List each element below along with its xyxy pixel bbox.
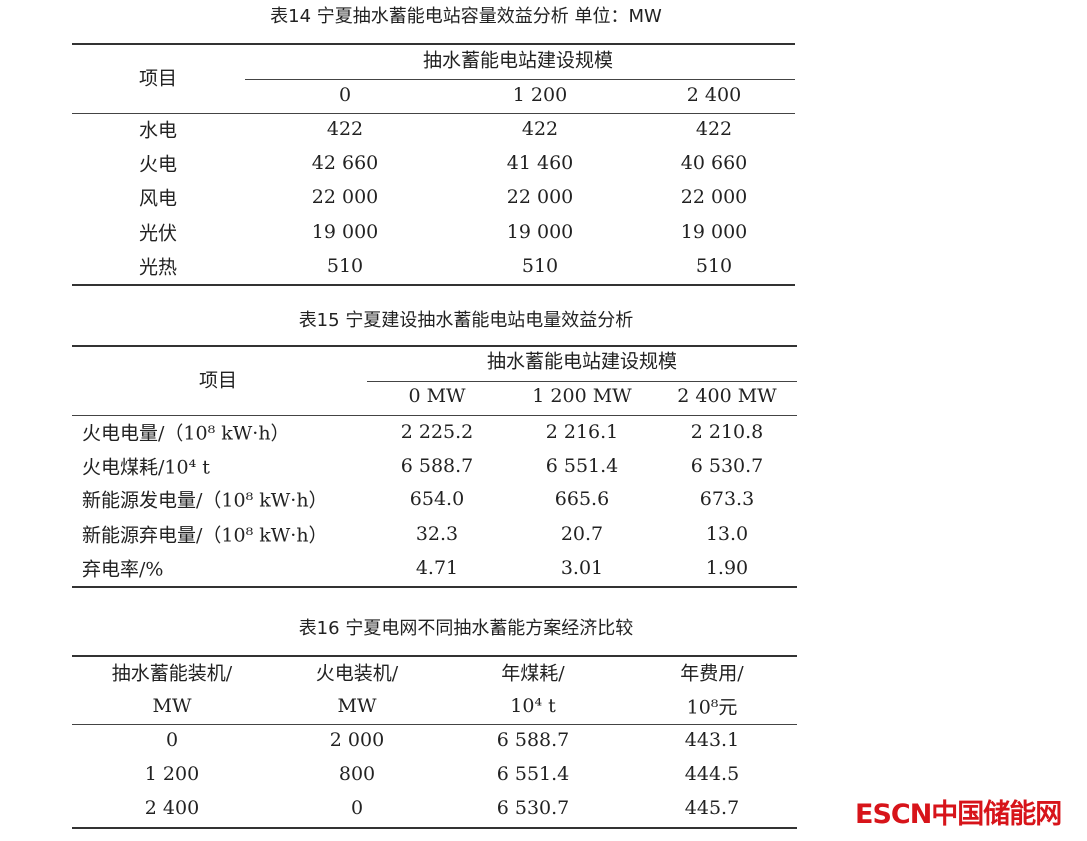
table15-row-label: 火电煤耗/10⁴ t xyxy=(82,456,210,479)
table14-cell: 42 660 xyxy=(311,152,379,174)
table14-cell: 422 xyxy=(521,118,559,140)
table14-cell: 19 000 xyxy=(506,221,574,243)
escn-logo: ESCN中国储能网 xyxy=(855,799,1062,830)
table16-header: 年费用/ xyxy=(680,662,744,685)
table14-cell: 510 xyxy=(326,255,364,277)
table16-cell: 444.5 xyxy=(684,763,740,785)
table15-cell: 2 210.8 xyxy=(690,421,764,443)
table16-header: 抽水蓄能装机/ xyxy=(111,662,233,685)
table15-caption: 表15 宁夏建设抽水蓄能电站电量效益分析 xyxy=(298,310,634,331)
table15-cell: 3.01 xyxy=(560,557,604,579)
table14-header-group: 抽水蓄能电站建设规模 xyxy=(422,49,614,72)
table15-header-group: 抽水蓄能电站建设规模 xyxy=(486,350,678,373)
table15-cell: 13.0 xyxy=(705,523,749,545)
table15-row-label: 弃电率/% xyxy=(82,558,164,581)
table14-cell: 22 000 xyxy=(680,186,748,208)
table16-header: 火电装机/ xyxy=(315,662,399,685)
table16-cell: 2 000 xyxy=(329,729,385,751)
table15-cell: 6 551.4 xyxy=(545,455,619,477)
table15-cell: 1.90 xyxy=(705,557,749,579)
table14-cell: 422 xyxy=(326,118,364,140)
table15-group-rule xyxy=(367,381,797,382)
table16-cell: 800 xyxy=(338,763,376,785)
table14-column-header: 2 400 xyxy=(686,84,742,106)
table16-caption: 表16 宁夏电网不同抽水蓄能方案经济比较 xyxy=(298,618,634,639)
table16-header-unit: 10⁸元 xyxy=(686,696,738,719)
table15-cell: 4.71 xyxy=(415,557,459,579)
table14-row-label: 火电 xyxy=(138,153,178,176)
table16-cell: 445.7 xyxy=(684,797,740,819)
table16-header-unit: MW xyxy=(152,695,192,717)
table15-row-label: 火电电量/（10⁸ kW·h） xyxy=(82,422,290,445)
table15-column-header: 2 400 MW xyxy=(677,385,777,407)
table16-cell: 443.1 xyxy=(684,729,740,751)
table14-row-label: 光伏 xyxy=(138,222,178,245)
table14-cell: 422 xyxy=(695,118,733,140)
table14-header-rule xyxy=(72,113,795,114)
table16-header-rule xyxy=(72,724,797,725)
table14-cell: 19 000 xyxy=(680,221,748,243)
table15-cell: 32.3 xyxy=(415,523,459,545)
table15-top-rule xyxy=(72,345,797,347)
table16-cell: 2 400 xyxy=(144,797,200,819)
table15-bottom-rule xyxy=(72,586,797,588)
table15-cell: 2 216.1 xyxy=(545,421,619,443)
table15-cell: 6 530.7 xyxy=(690,455,764,477)
table15-row-label: 新能源弃电量/（10⁸ kW·h） xyxy=(82,524,328,547)
table16-cell: 6 530.7 xyxy=(496,797,570,819)
table14-column-header: 1 200 xyxy=(512,84,568,106)
table16-top-rule xyxy=(72,655,797,657)
table14-cell: 22 000 xyxy=(311,186,379,208)
table16-cell: 6 588.7 xyxy=(496,729,570,751)
table15-cell: 2 225.2 xyxy=(400,421,474,443)
table15-cell: 6 588.7 xyxy=(400,455,474,477)
table14-cell: 510 xyxy=(521,255,559,277)
table16-cell: 6 551.4 xyxy=(496,763,570,785)
table14-cell: 40 660 xyxy=(680,152,748,174)
table14-row-label: 风电 xyxy=(138,187,178,210)
table14-header-item: 项目 xyxy=(138,67,178,90)
table15-cell: 673.3 xyxy=(699,488,755,510)
table15-row-label: 新能源发电量/（10⁸ kW·h） xyxy=(82,489,328,512)
table14-cell: 19 000 xyxy=(311,221,379,243)
table14-bottom-rule xyxy=(72,284,795,286)
table14-caption: 表14 宁夏抽水蓄能电站容量效益分析 单位：MW xyxy=(270,6,662,27)
table15-header-rule xyxy=(72,415,797,416)
table15-column-header: 1 200 MW xyxy=(532,385,632,407)
table16-cell: 0 xyxy=(165,729,179,751)
table16-header-unit: MW xyxy=(337,695,377,717)
table16-header-unit: 10⁴ t xyxy=(510,695,556,717)
table14-row-label: 水电 xyxy=(138,119,178,142)
table14-cell: 41 460 xyxy=(506,152,574,174)
table15-cell: 665.6 xyxy=(554,488,610,510)
table14-top-rule xyxy=(72,43,795,45)
table14-column-header: 0 xyxy=(338,84,352,106)
table16-header: 年煤耗/ xyxy=(501,662,565,685)
table15-cell: 20.7 xyxy=(560,523,604,545)
table16-cell: 0 xyxy=(350,797,364,819)
table16-cell: 1 200 xyxy=(144,763,200,785)
table14-cell: 22 000 xyxy=(506,186,574,208)
table15-column-header: 0 MW xyxy=(408,385,466,407)
table16-bottom-rule xyxy=(72,827,797,829)
table14-cell: 510 xyxy=(695,255,733,277)
table15-cell: 654.0 xyxy=(409,488,465,510)
table14-group-rule xyxy=(245,79,795,80)
table15-header-item: 项目 xyxy=(198,369,238,392)
table14-row-label: 光热 xyxy=(138,256,178,279)
